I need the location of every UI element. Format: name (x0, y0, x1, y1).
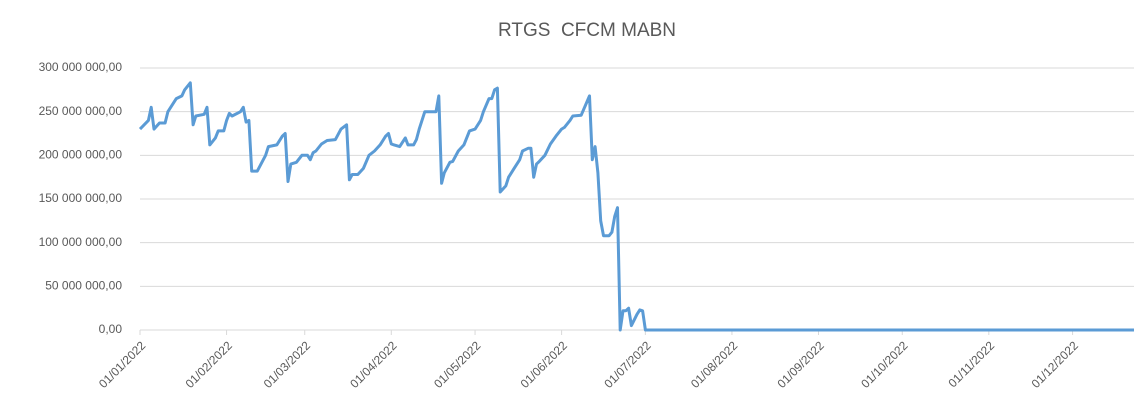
y-tick-label: 0,00 (99, 322, 123, 336)
x-tick-label: 01/09/2022 (774, 338, 827, 391)
x-tick-label: 01/08/2022 (688, 338, 741, 391)
x-tick-label: 01/05/2022 (431, 338, 484, 391)
y-tick-label: 200 000 000,00 (39, 148, 123, 162)
chart-title: RTGS CFCM MABN (498, 20, 676, 41)
y-tick-label: 150 000 000,00 (39, 191, 123, 205)
y-tick-label: 50 000 000,00 (45, 279, 122, 293)
x-tick-label: 01/12/2022 (1029, 338, 1082, 391)
x-tick-label: 01/10/2022 (858, 338, 911, 391)
x-tick-label: 01/06/2022 (518, 338, 571, 391)
x-tick-label: 01/04/2022 (347, 338, 400, 391)
x-tick-label: 01/03/2022 (261, 338, 314, 391)
data-line (138, 81, 1134, 332)
y-tick-label: 100 000 000,00 (39, 235, 123, 249)
x-tick-label: 01/02/2022 (183, 338, 236, 391)
x-tick-label: 01/01/2022 (96, 338, 149, 391)
y-tick-label: 250 000 000,00 (39, 104, 123, 118)
x-tick-label: 01/07/2022 (601, 338, 654, 391)
y-tick-label: 300 000 000,00 (39, 60, 123, 74)
x-tick-label: 01/11/2022 (945, 338, 997, 390)
